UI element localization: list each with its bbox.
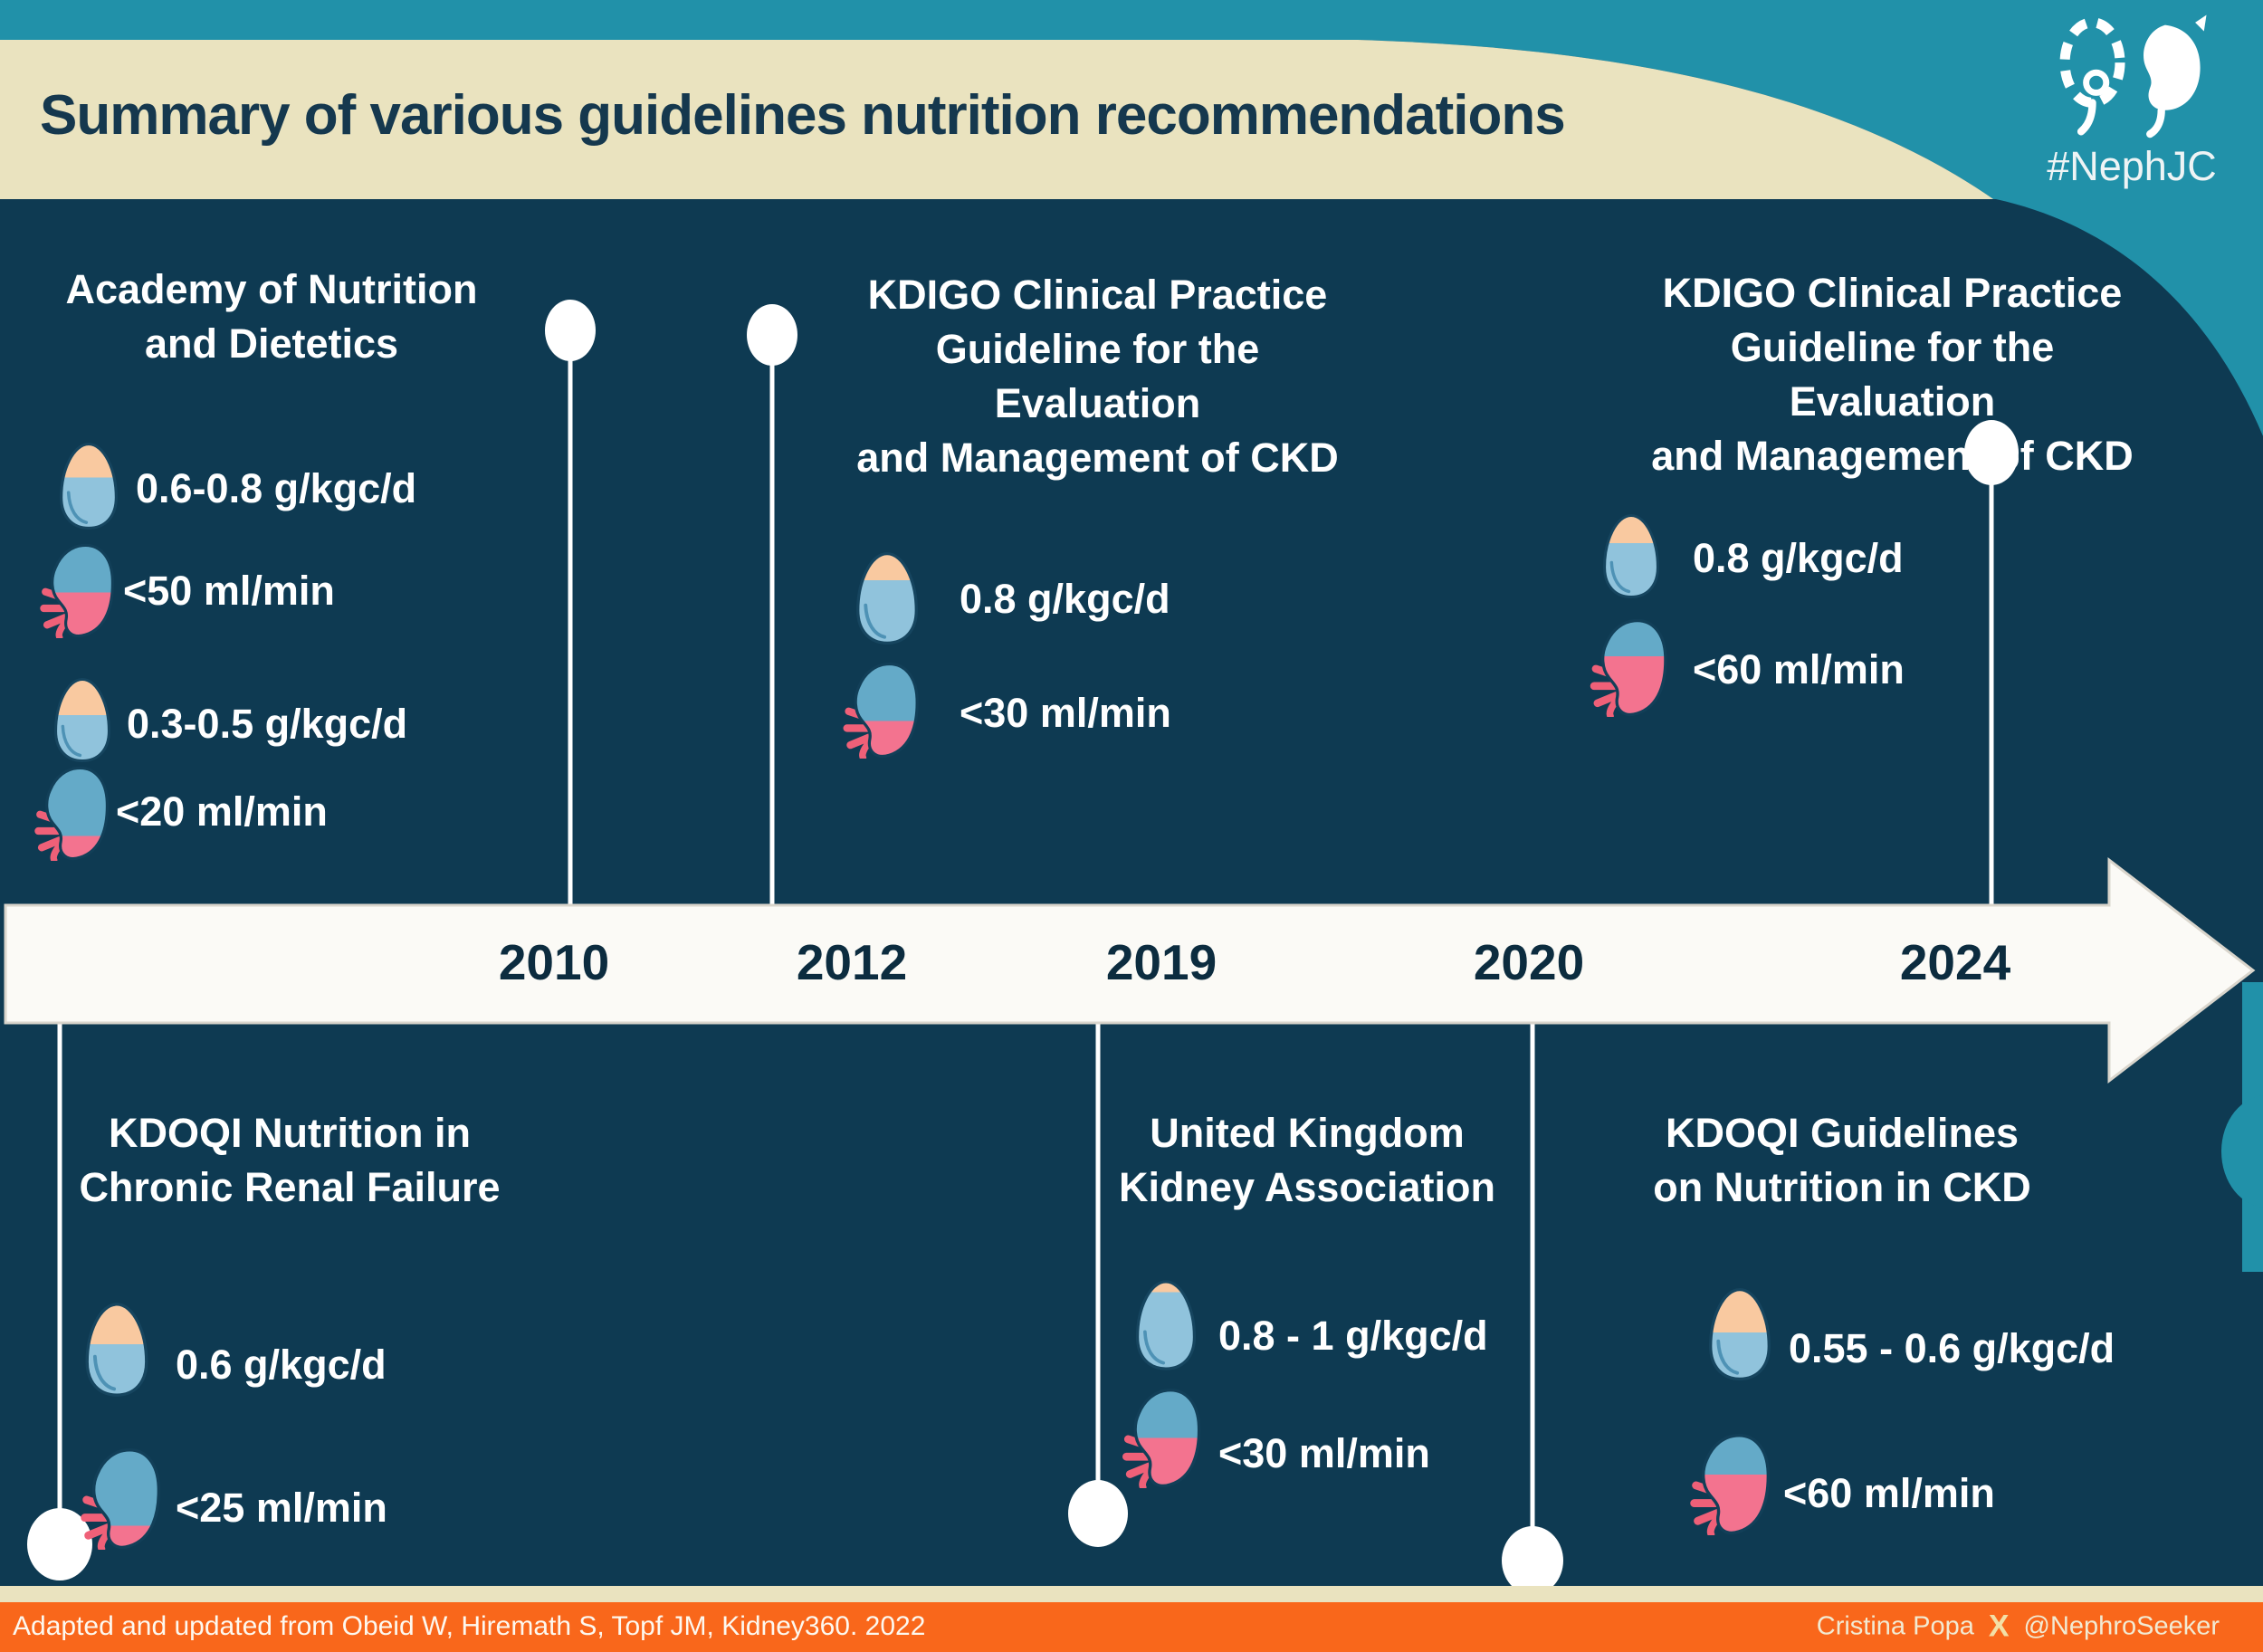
egg-icon xyxy=(81,1301,152,1399)
section-title-line: on Nutrition in CKD xyxy=(1653,1164,2031,1210)
egg-icon xyxy=(1705,1284,1774,1384)
gfr-value: <30 ml/min xyxy=(1218,1430,1430,1476)
gfr-value: <50 ml/min xyxy=(123,568,335,614)
kidney-icon xyxy=(1684,1430,1776,1535)
timeline-year-2020: 2020 xyxy=(1473,934,1585,990)
protein-value: 0.55 - 0.6 g/kgc/d xyxy=(1789,1325,2115,1371)
author-name: Cristina Popa xyxy=(1816,1611,1974,1641)
section-title-kdoqi-2020: KDOQI Guidelines on Nutrition in CKD xyxy=(1571,1106,2114,1215)
timeline-year-2010: 2010 xyxy=(498,934,610,990)
kidney-icon xyxy=(27,763,116,861)
kidney-icon xyxy=(1115,1385,1208,1488)
attribution-text: Adapted and updated from Obeid W, Hirema… xyxy=(13,1611,926,1641)
section-title-kdigo-2012: KDIGO Clinical Practice Guideline for th… xyxy=(842,268,1353,485)
egg-icon xyxy=(51,676,114,764)
section-title-line: Guideline for the Evaluation xyxy=(935,326,1260,426)
nephjc-hashtag: #NephJC xyxy=(2047,143,2217,189)
timeline-year-2019: 2019 xyxy=(1105,934,1217,990)
protein-value: 0.8 g/kgc/d xyxy=(960,576,1170,622)
egg-icon xyxy=(1132,1277,1199,1373)
kidney-icon xyxy=(1582,616,1675,717)
protein-value: 0.6 g/kgc/d xyxy=(176,1342,387,1388)
gfr-value: <25 ml/min xyxy=(176,1485,387,1531)
nephjc-kidneys-logo xyxy=(2059,14,2207,138)
gfr-value: <20 ml/min xyxy=(116,788,328,835)
timeline-arrow xyxy=(4,856,2256,1084)
section-title-line: United Kingdom xyxy=(1150,1110,1465,1156)
kidney-icon xyxy=(74,1445,167,1550)
timeline-year-2012: 2012 xyxy=(796,934,908,990)
kidney-icon xyxy=(835,659,927,759)
section-title-line: KDIGO Clinical Practice xyxy=(1662,270,2123,316)
section-title-line: and Dietetics xyxy=(144,320,399,367)
timeline-milestone-dots xyxy=(27,300,2019,1595)
section-title-line: Chronic Renal Failure xyxy=(79,1164,501,1210)
section-title-line: KDIGO Clinical Practice xyxy=(867,272,1328,318)
page-title: Summary of various guidelines nutrition … xyxy=(40,84,1566,147)
section-title-academy-2010: Academy of Nutrition and Dietetics xyxy=(18,263,525,371)
kidney-icon xyxy=(33,540,121,638)
author-credit: Cristina Popa X @NephroSeeker xyxy=(1817,1609,2220,1645)
section-title-line: and Management of CKD xyxy=(1651,433,2134,479)
section-title-line: Kidney Association xyxy=(1119,1164,1495,1210)
gfr-value: <30 ml/min xyxy=(960,690,1171,736)
gfr-value: <60 ml/min xyxy=(1783,1470,1995,1516)
egg-icon xyxy=(56,441,121,531)
protein-value: 0.8 - 1 g/kgc/d xyxy=(1218,1313,1488,1359)
timeline-year-2024: 2024 xyxy=(1899,934,2011,990)
section-title-line: KDOQI Guidelines xyxy=(1665,1110,2020,1156)
gfr-value: <60 ml/min xyxy=(1693,646,1905,692)
author-handle: @NephroSeeker xyxy=(2023,1611,2220,1641)
egg-icon xyxy=(853,549,921,647)
protein-value: 0.3-0.5 g/kgc/d xyxy=(127,701,408,747)
section-title-kdoqi-crf: KDOQI Nutrition in Chronic Renal Failure xyxy=(50,1106,530,1215)
section-title-line: Guideline for the Evaluation xyxy=(1730,324,2055,425)
protein-value: 0.8 g/kgc/d xyxy=(1693,535,1904,581)
section-title-line: KDOQI Nutrition in xyxy=(109,1110,471,1156)
protein-value: 0.6-0.8 g/kgc/d xyxy=(136,465,417,511)
section-title-line: and Management of CKD xyxy=(856,434,1339,481)
section-title-line: Academy of Nutrition xyxy=(65,266,478,312)
section-title-kdigo-2024: KDIGO Clinical Practice Guideline for th… xyxy=(1637,266,2148,483)
egg-icon xyxy=(1599,512,1663,600)
x-logo-icon: X xyxy=(1988,1609,2010,1644)
timeline-connector-lines xyxy=(57,337,1994,1553)
section-title-uk-2019: United Kingdom Kidney Association xyxy=(1054,1106,1561,1215)
